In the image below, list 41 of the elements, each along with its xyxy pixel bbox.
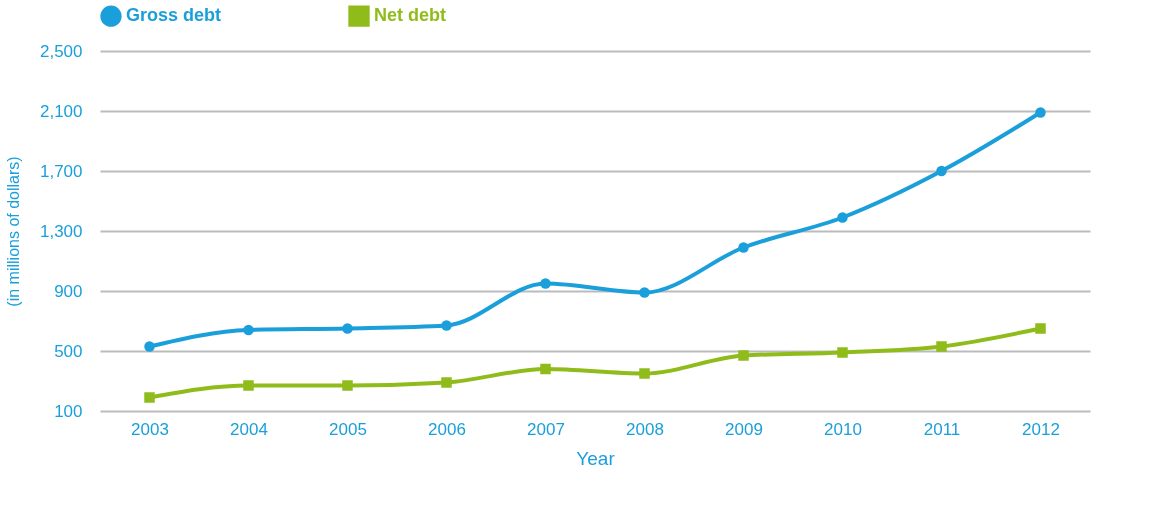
x-tick-label: 2006: [428, 419, 466, 439]
point: [738, 242, 749, 253]
y-tick-label: 100: [54, 401, 83, 421]
x-axis-title: Year: [576, 447, 616, 469]
point: [936, 341, 947, 352]
point: [639, 368, 650, 379]
x-tick-label: 2004: [230, 419, 268, 439]
point: [837, 347, 848, 358]
point: [243, 380, 254, 391]
x-tick-label: 2005: [329, 419, 367, 439]
x-tick-label: 2012: [1022, 419, 1060, 439]
x-tick-label: 2011: [923, 419, 961, 439]
legend-label: Gross debt: [126, 5, 222, 26]
point: [540, 278, 551, 289]
point: [1035, 107, 1046, 118]
x-tick-label: 2010: [824, 419, 862, 439]
x-tick-label: 2008: [626, 419, 664, 439]
x-tick-label: 2007: [527, 419, 565, 439]
x-tick-label: 2009: [725, 419, 763, 439]
point: [936, 165, 947, 177]
point: [639, 287, 650, 298]
point: [441, 377, 452, 388]
legend-label: Net debt: [374, 5, 447, 26]
point: [342, 323, 353, 334]
point: [540, 363, 551, 375]
y-tick-label: 1,700: [39, 161, 83, 181]
x-tick-label: 2003: [131, 419, 169, 439]
y-tick-label: 900: [54, 281, 83, 301]
point: [837, 212, 848, 223]
y-tick-label: 2,500: [39, 41, 83, 61]
point: [144, 392, 155, 403]
y-tick-label: 500: [54, 341, 83, 361]
y-tick-label: 1,300: [39, 221, 83, 241]
point: [144, 341, 155, 352]
point: [1035, 323, 1046, 334]
y-axis-title: (in millions of dollars): [4, 156, 22, 307]
point: [738, 350, 749, 361]
point: [441, 320, 452, 331]
y-tick-label: 2,100: [39, 101, 83, 121]
point: [342, 380, 353, 391]
point: [243, 324, 254, 336]
